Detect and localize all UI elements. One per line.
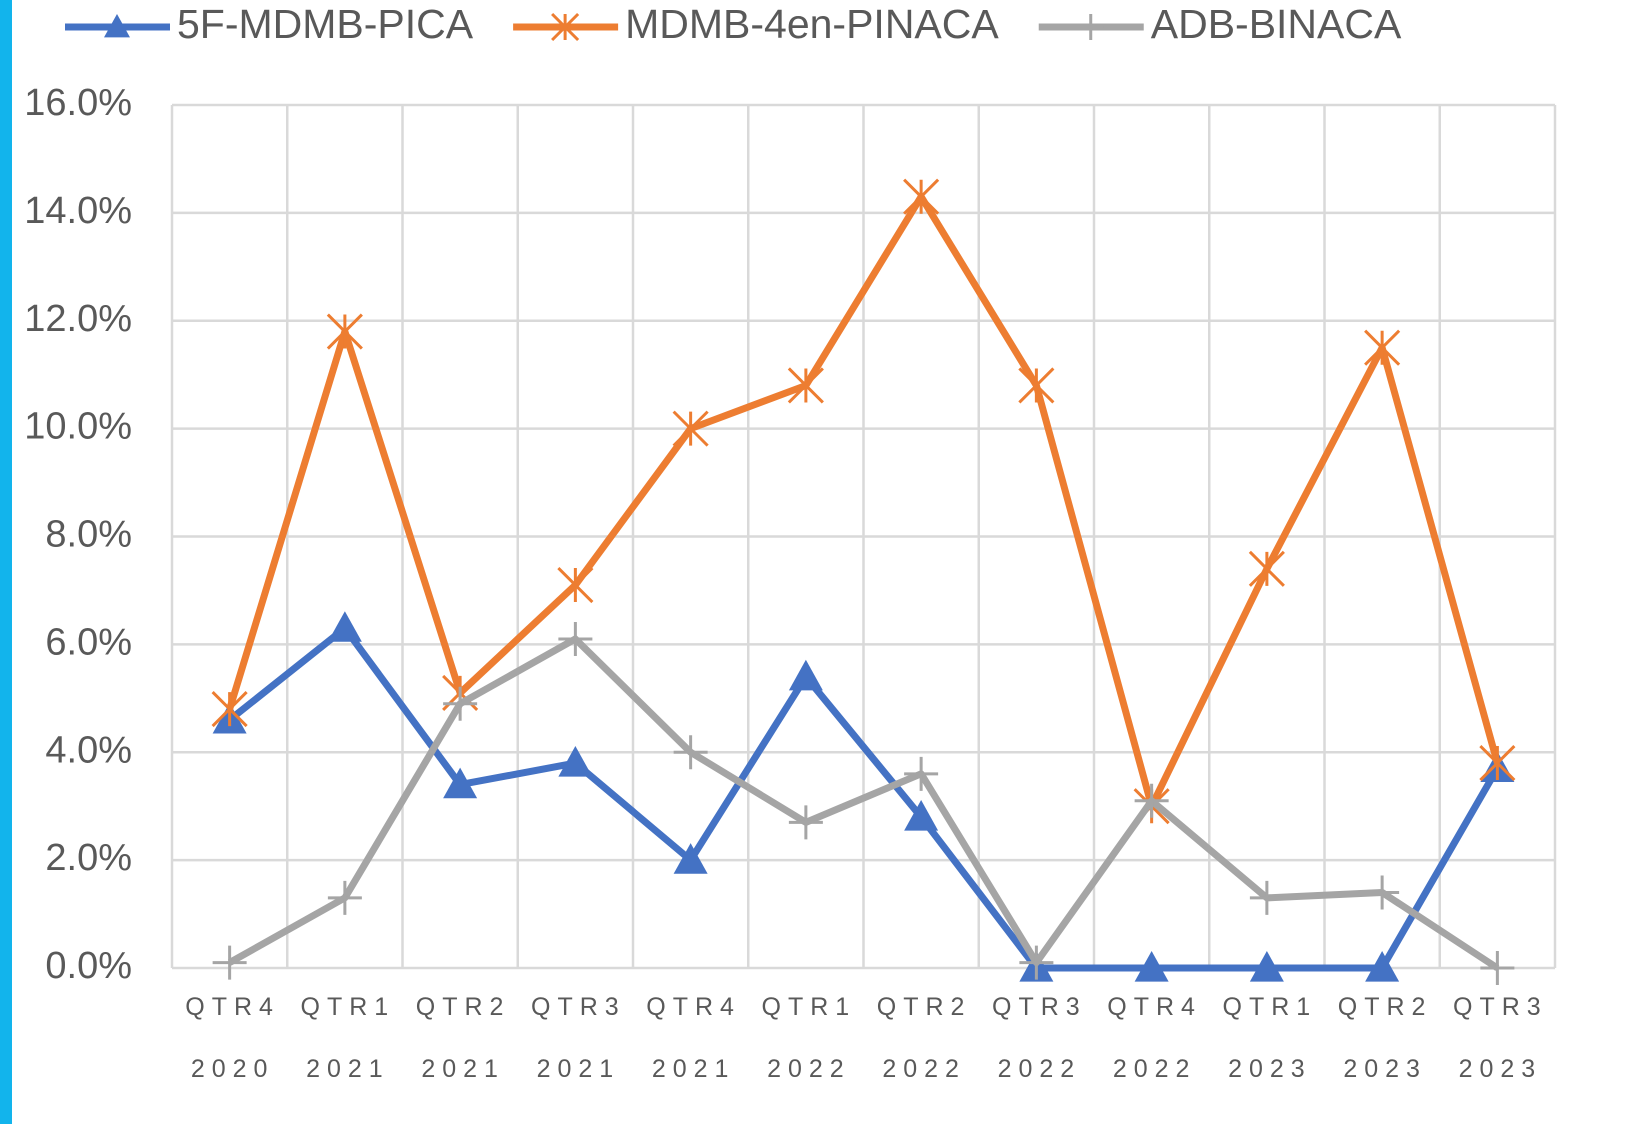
marker [443, 767, 478, 799]
marker [673, 735, 708, 770]
marker [551, 12, 580, 42]
series-line [227, 635, 1500, 971]
marker [326, 313, 363, 350]
marker [788, 805, 823, 840]
x-tick-label: QTR2 2021 [415, 993, 511, 1083]
marker [1248, 550, 1285, 587]
y-tick-label: 6.0% [45, 621, 132, 663]
x-tick-label: QTR4 2020 [185, 993, 280, 1083]
x-tick-label: QTR1 2023 [1222, 993, 1318, 1083]
y-tick-label: 8.0% [45, 514, 132, 556]
marker [558, 746, 593, 777]
marker [327, 611, 362, 642]
marker [1019, 945, 1054, 980]
marker [1249, 880, 1284, 915]
y-tick-label: 14.0% [24, 190, 132, 232]
x-tick-label: QTR4 2022 [1107, 993, 1202, 1083]
y-tick-label: 12.0% [24, 298, 132, 340]
series-line [226, 193, 1501, 810]
legend-label: ADB-BINACA [1151, 1, 1402, 47]
series-line [227, 624, 1501, 972]
marker [212, 945, 247, 980]
marker [1364, 329, 1401, 366]
legend-item: ADB-BINACA [1038, 1, 1402, 47]
marker [1480, 951, 1515, 985]
marker [673, 843, 708, 874]
x-tick-label: QTR4 2021 [646, 993, 741, 1083]
side-stripe [0, 0, 12, 1124]
legend-item: MDMB-4en-PINACA [513, 1, 999, 47]
x-tick-label: QTR2 2022 [876, 993, 972, 1083]
marker [211, 691, 248, 728]
marker [1479, 744, 1516, 782]
y-tick-label: 4.0% [45, 729, 132, 771]
x-tick-label: QTR3 2023 [1453, 993, 1548, 1083]
marker [558, 621, 593, 656]
y-tick-label: 2.0% [45, 837, 132, 879]
y-tick-label: 0.0% [45, 945, 132, 987]
marker [904, 799, 939, 831]
marker [104, 14, 130, 38]
marker [904, 756, 939, 791]
marker [788, 659, 823, 691]
marker [1077, 14, 1104, 40]
x-tick-label: QTR2 2023 [1337, 993, 1433, 1083]
marker [1134, 951, 1169, 982]
marker [1018, 367, 1055, 404]
marker [557, 566, 594, 604]
marker [1249, 951, 1284, 982]
marker [1365, 951, 1400, 982]
legend-label: MDMB-4en-PINACA [625, 1, 999, 47]
x-tick-label: QTR3 2021 [531, 993, 626, 1083]
marker [672, 410, 709, 447]
x-tick-label: QTR3 2022 [992, 993, 1087, 1083]
x-tick-label: QTR1 2022 [761, 993, 857, 1083]
y-tick-label: 10.0% [24, 406, 132, 448]
legend-label: 5F-MDMB-PICA [177, 1, 474, 47]
marker [1134, 783, 1169, 818]
marker [327, 880, 362, 915]
marker [1365, 875, 1400, 910]
y-tick-label: 16.0% [24, 82, 132, 124]
marker [903, 178, 940, 215]
marker [787, 367, 824, 404]
x-tick-label: QTR1 2021 [300, 993, 396, 1083]
marker [443, 686, 478, 721]
legend-item: 5F-MDMB-PICA [65, 1, 474, 47]
